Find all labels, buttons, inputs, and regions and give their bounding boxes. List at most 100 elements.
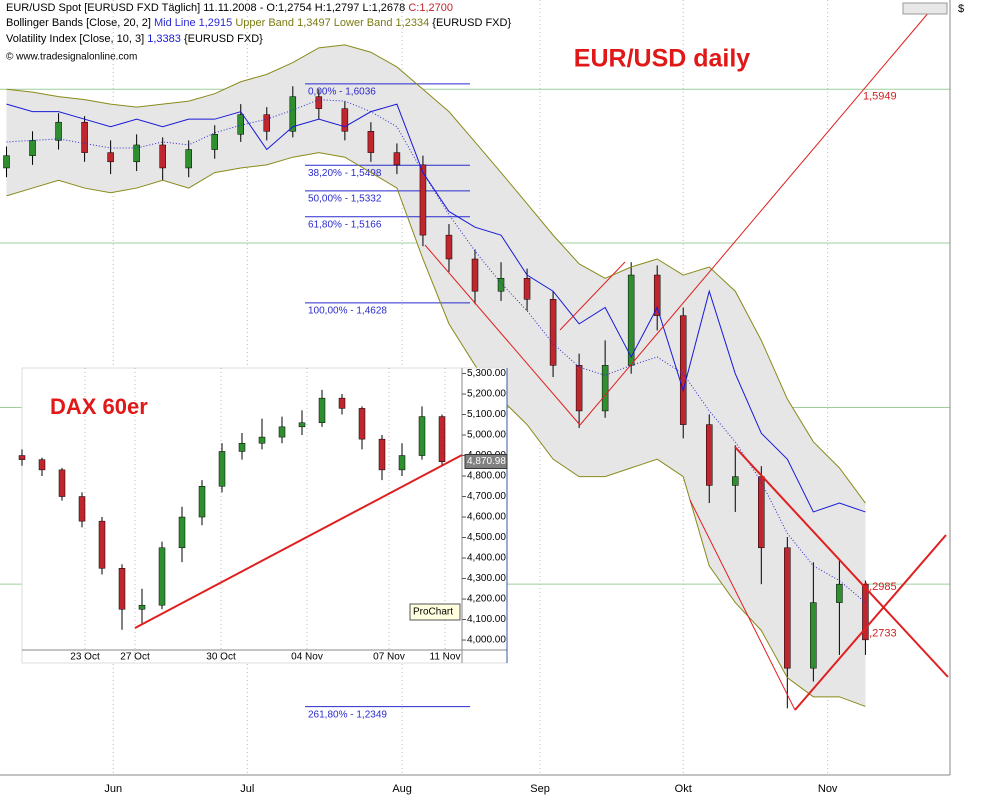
candle-body	[133, 144, 140, 163]
y-tick-label: 4,400.00	[467, 553, 506, 564]
candle-body	[358, 408, 366, 440]
candle-body	[784, 547, 791, 669]
candle-body	[445, 234, 453, 260]
axis-background	[950, 0, 1006, 796]
candle-body	[159, 144, 166, 169]
candle-body	[393, 152, 401, 166]
fib-label: 38,20% - 1,5498	[308, 168, 382, 179]
y-tick-label: 5,100.00	[467, 409, 506, 420]
candle-body	[523, 278, 531, 300]
candle-body	[211, 134, 218, 150]
legend-text: {EURUSD FXD}	[184, 33, 263, 45]
candle-body	[178, 516, 186, 549]
candle-body	[627, 274, 635, 366]
candle-body	[118, 568, 126, 610]
legend-bands: Upper Band 1,3497 Lower Band 1,2334	[235, 17, 429, 29]
candle-body	[419, 164, 427, 236]
x-tick-label: 30 Oct	[206, 652, 236, 663]
candle-body	[338, 397, 346, 409]
x-tick-label: Sep	[530, 783, 550, 795]
x-tick-label: Aug	[392, 783, 412, 795]
last-price-label: 4,870.98	[467, 456, 506, 467]
trend-line	[559, 261, 626, 331]
candle-body	[258, 436, 266, 444]
band-fill	[6, 44, 866, 707]
candle-body	[705, 424, 713, 486]
candle-body	[298, 422, 306, 428]
badge-box	[409, 603, 461, 621]
candle-body	[278, 426, 286, 438]
fib-label: 0,00% - 1,6036	[308, 86, 376, 97]
candle-body	[237, 114, 245, 135]
trend-line	[734, 446, 949, 678]
trend-line	[689, 499, 796, 711]
series-line	[6, 103, 866, 513]
last-price-box	[464, 453, 508, 469]
price-tag: 1,2985	[863, 581, 897, 593]
y-tick-label: 4,700.00	[467, 491, 506, 502]
trend-line	[424, 244, 581, 426]
x-tick-label: Jun	[104, 783, 122, 795]
candle-body	[836, 583, 843, 603]
axis-unit: $	[958, 3, 964, 15]
y-tick-label: 4,300.00	[467, 573, 506, 584]
x-tick-label: 07 Nov	[373, 652, 405, 663]
scroll-buttons[interactable]	[902, 2, 948, 15]
candle-body	[679, 315, 687, 425]
y-tick-label: 4,600.00	[467, 512, 506, 523]
candle-body	[185, 149, 192, 169]
inset-title: DAX 60er	[50, 394, 148, 419]
candle-body	[107, 152, 114, 163]
candle-body	[378, 438, 386, 471]
candle-body	[38, 459, 46, 471]
candle-body	[601, 365, 609, 412]
scroll-button[interactable]	[902, 2, 948, 15]
x-tick-label: 11 Nov	[430, 652, 461, 663]
trend-line	[794, 534, 947, 711]
fib-label: 50,00% - 1,5332	[308, 194, 382, 205]
copyright: © www.tradesignalonline.com	[6, 52, 137, 63]
candle-body	[238, 442, 246, 452]
series-line	[6, 152, 866, 707]
x-tick-label: Nov	[818, 783, 838, 795]
fib-label: 261,80% - 1,2349	[308, 709, 387, 720]
legend-line: Volatility Index [Close, 10, 3] 1,3383 {…	[6, 33, 263, 45]
y-tick-label: 4,100.00	[467, 614, 506, 625]
candle-body	[367, 131, 375, 153]
series-line	[6, 99, 866, 603]
candle-body	[158, 547, 166, 606]
legend-text: Bollinger Bands [Close, 20, 2]	[6, 17, 151, 29]
candle-body	[318, 397, 326, 423]
candle-body	[398, 455, 406, 471]
x-tick-label: Okt	[675, 783, 692, 795]
candle-body	[98, 520, 106, 569]
y-tick-label: 5,000.00	[467, 430, 506, 441]
legend-text: EUR/USD Spot [EURUSD FXD Täglich] 11.11.…	[6, 2, 405, 14]
candle-body	[18, 455, 26, 460]
y-tick-label: 4,500.00	[467, 532, 506, 543]
candle-body	[862, 583, 869, 641]
candle-body	[341, 108, 349, 132]
candle-body	[315, 96, 323, 109]
candle-body	[418, 416, 426, 456]
candle-body	[29, 140, 36, 156]
y-tick-label: 5,300.00	[467, 368, 506, 379]
candle-body	[497, 278, 505, 292]
trend-line	[579, 4, 936, 426]
legend-close: C:1,2700	[408, 2, 453, 14]
y-tick-label: 4,200.00	[467, 594, 506, 605]
candle-body	[263, 114, 271, 132]
x-tick-label: 23 Oct	[70, 652, 100, 663]
trend-line	[134, 454, 463, 629]
badge: ProChart	[413, 607, 453, 618]
candle-body	[198, 486, 206, 518]
legend-mid: Mid Line 1,2915	[154, 17, 232, 29]
candle-body	[81, 121, 88, 153]
legend-vol: 1,3383	[147, 33, 181, 45]
x-tick-label: Jul	[240, 783, 254, 795]
candle-body	[471, 258, 479, 292]
candle-body	[289, 96, 297, 132]
trend-lines	[424, 4, 949, 711]
candle-body	[438, 416, 446, 462]
